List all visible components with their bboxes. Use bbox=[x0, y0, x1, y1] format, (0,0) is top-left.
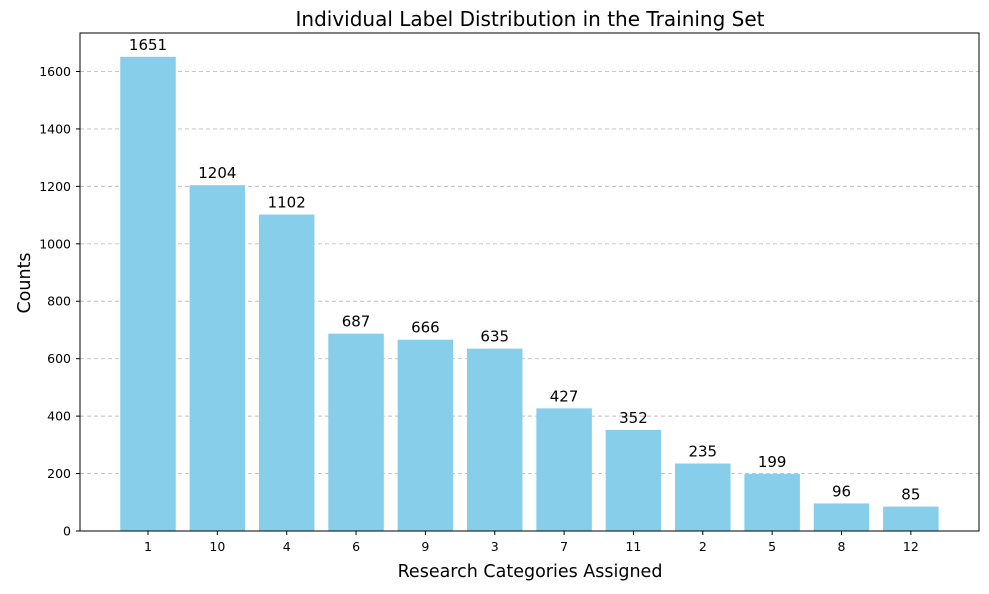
data-label: 1651 bbox=[129, 36, 167, 54]
bar bbox=[467, 348, 523, 531]
y-tick-label: 1400 bbox=[39, 121, 71, 136]
y-tick-label: 600 bbox=[47, 351, 71, 366]
x-tick-label: 5 bbox=[768, 539, 776, 554]
data-label: 85 bbox=[901, 486, 920, 504]
y-axis-ticks: 0 200 400 600 800 1000 1200 1400 1600 bbox=[39, 64, 80, 539]
bar bbox=[605, 429, 662, 531]
bars bbox=[120, 56, 939, 531]
bar bbox=[397, 339, 454, 531]
data-label: 1102 bbox=[268, 194, 306, 212]
x-tick-label: 3 bbox=[491, 539, 499, 554]
bar bbox=[328, 333, 384, 531]
x-tick-label: 7 bbox=[560, 539, 568, 554]
y-axis-label: Counts bbox=[15, 252, 35, 313]
x-tick-label: 4 bbox=[283, 539, 291, 554]
y-tick-label: 0 bbox=[63, 524, 71, 539]
data-label: 427 bbox=[550, 387, 579, 405]
bar bbox=[258, 214, 315, 531]
x-axis-label: Research Categories Assigned bbox=[398, 562, 663, 582]
x-tick-label: 11 bbox=[625, 539, 641, 554]
data-label: 235 bbox=[688, 443, 717, 461]
x-tick-label: 10 bbox=[209, 539, 225, 554]
x-axis-ticks: 1 10 4 6 9 3 7 11 2 5 8 12 bbox=[144, 531, 919, 554]
y-tick-label: 1200 bbox=[39, 179, 71, 194]
chart-title: Individual Label Distribution in the Tra… bbox=[296, 7, 765, 31]
x-tick-label: 1 bbox=[144, 539, 152, 554]
y-tick-label: 200 bbox=[47, 466, 71, 481]
plot-frame bbox=[79, 32, 980, 532]
x-tick-label: 6 bbox=[352, 539, 360, 554]
y-tick-label: 1000 bbox=[39, 236, 71, 251]
data-label: 666 bbox=[411, 319, 440, 337]
data-label: 199 bbox=[758, 453, 787, 471]
bar bbox=[189, 185, 246, 531]
data-label: 352 bbox=[619, 409, 648, 427]
data-labels: 1651 1204 1102 687 666 635 427 352 235 199 96 85 bbox=[129, 36, 920, 504]
bar bbox=[813, 503, 870, 531]
y-tick-label: 1600 bbox=[39, 64, 71, 79]
y-tick-label: 800 bbox=[47, 294, 71, 309]
bar bbox=[675, 463, 731, 531]
x-tick-label: 2 bbox=[699, 539, 707, 554]
y-tick-label: 400 bbox=[47, 409, 71, 424]
data-label: 687 bbox=[342, 313, 371, 331]
bar bbox=[744, 473, 800, 531]
bar bbox=[883, 506, 939, 531]
data-label: 96 bbox=[832, 482, 851, 500]
x-tick-label: 8 bbox=[838, 539, 846, 554]
data-label: 1204 bbox=[198, 164, 236, 182]
x-tick-label: 12 bbox=[903, 539, 919, 554]
bar bbox=[120, 56, 176, 531]
bar bbox=[536, 408, 592, 531]
x-tick-label: 9 bbox=[421, 539, 429, 554]
data-label: 635 bbox=[480, 328, 509, 346]
